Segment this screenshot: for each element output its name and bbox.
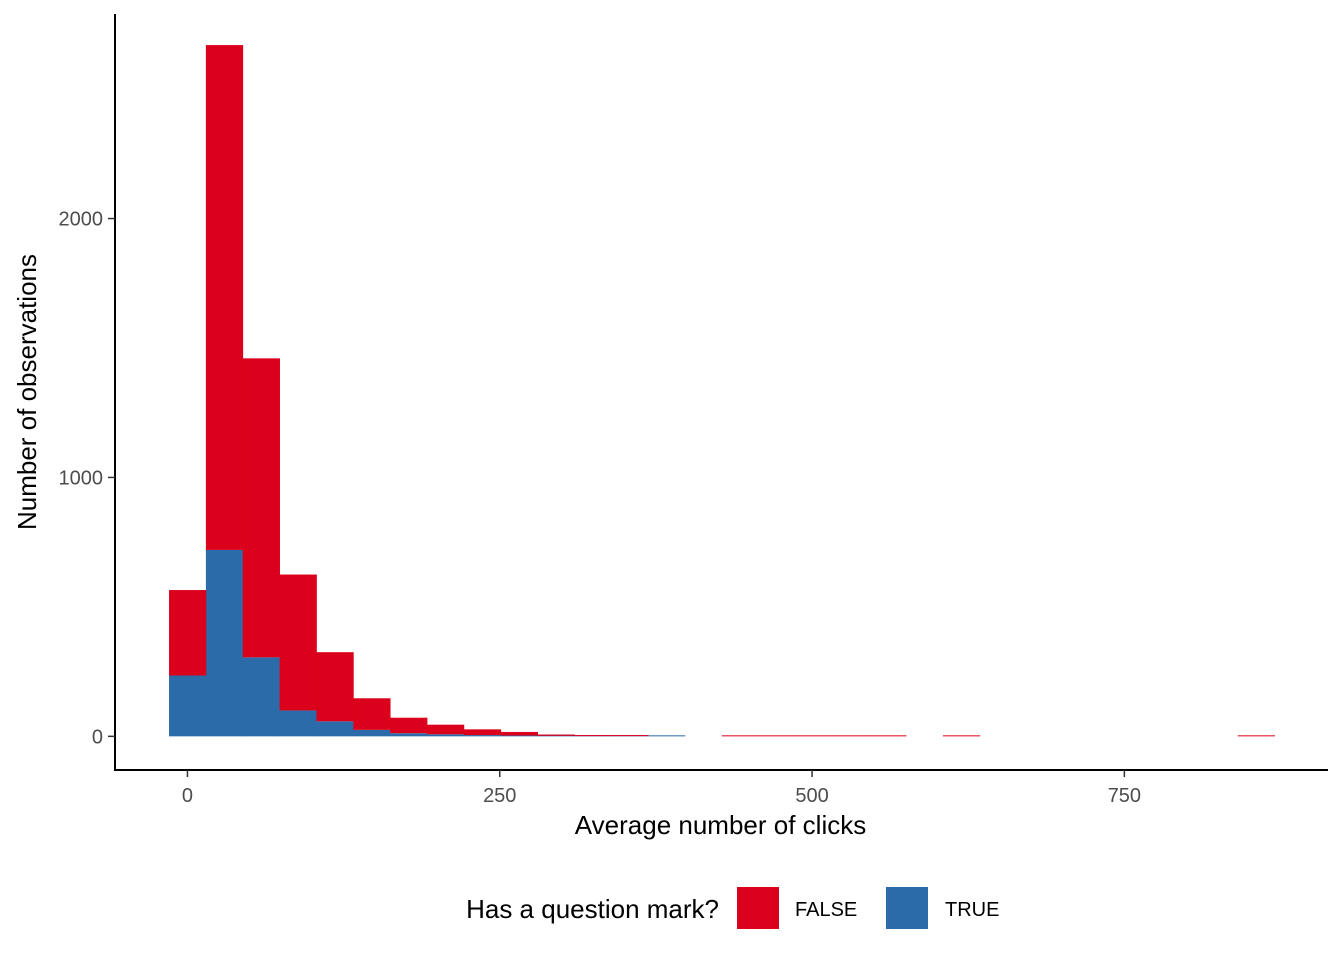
legend-label-false: FALSE [795,899,857,921]
x-tick-label: 0 [182,785,193,807]
bar-false-16 [758,735,796,737]
legend: Has a question mark? FALSE TRUE [466,887,999,929]
y-tick-label: 1000 [59,467,104,489]
bar-false-10 [537,734,575,736]
bar-true-4 [316,721,354,737]
bar-false-15 [721,735,760,737]
legend-label-true: TRUE [945,899,999,921]
bar-false-0 [169,590,207,676]
bar-false-5 [353,698,391,730]
bar-true-8 [463,735,502,737]
bar-false-1 [205,45,244,550]
bars-layer [169,45,1275,737]
x-tick-label: 250 [483,785,516,807]
bar-false-7 [426,724,465,735]
x-tick-label: 750 [1108,785,1141,807]
bar-false-9 [500,731,538,736]
bar-false-4 [316,652,354,722]
bar-false-29 [1237,735,1275,737]
legend-key-false [737,887,779,929]
bar-true-0 [169,675,207,737]
bar-true-9 [500,735,538,737]
bar-false-18 [832,735,870,737]
bar-true-6 [390,733,428,737]
bar-false-3 [279,574,317,711]
bar-false-11 [574,735,612,737]
y-axis-title: Number of observations [12,254,42,530]
bar-false-21 [942,735,981,737]
bar-false-17 [795,735,833,737]
bar-true-2 [242,657,280,737]
legend-key-true [886,887,928,929]
bar-true-5 [353,729,391,737]
bar-true-3 [279,710,317,737]
x-axis-ticks: 0 250 500 750 [182,770,1141,807]
bar-false-6 [390,717,428,734]
legend-items: FALSE TRUE [737,887,999,929]
bar-false-2 [242,358,280,658]
y-tick-label: 0 [92,726,103,748]
bar-true-10 [537,735,575,737]
bar-true-1 [205,549,244,737]
bar-false-8 [463,729,502,736]
bar-true-7 [426,734,465,737]
bar-false-19 [869,735,907,737]
legend-title: Has a question mark? [466,894,719,924]
bar-false-12 [611,735,649,737]
y-tick-label: 2000 [59,209,104,231]
bar-true-13 [648,735,686,737]
y-axis-ticks: 0 1000 2000 [59,209,115,748]
x-axis-title: Average number of clicks [575,810,866,840]
x-tick-label: 500 [795,785,828,807]
